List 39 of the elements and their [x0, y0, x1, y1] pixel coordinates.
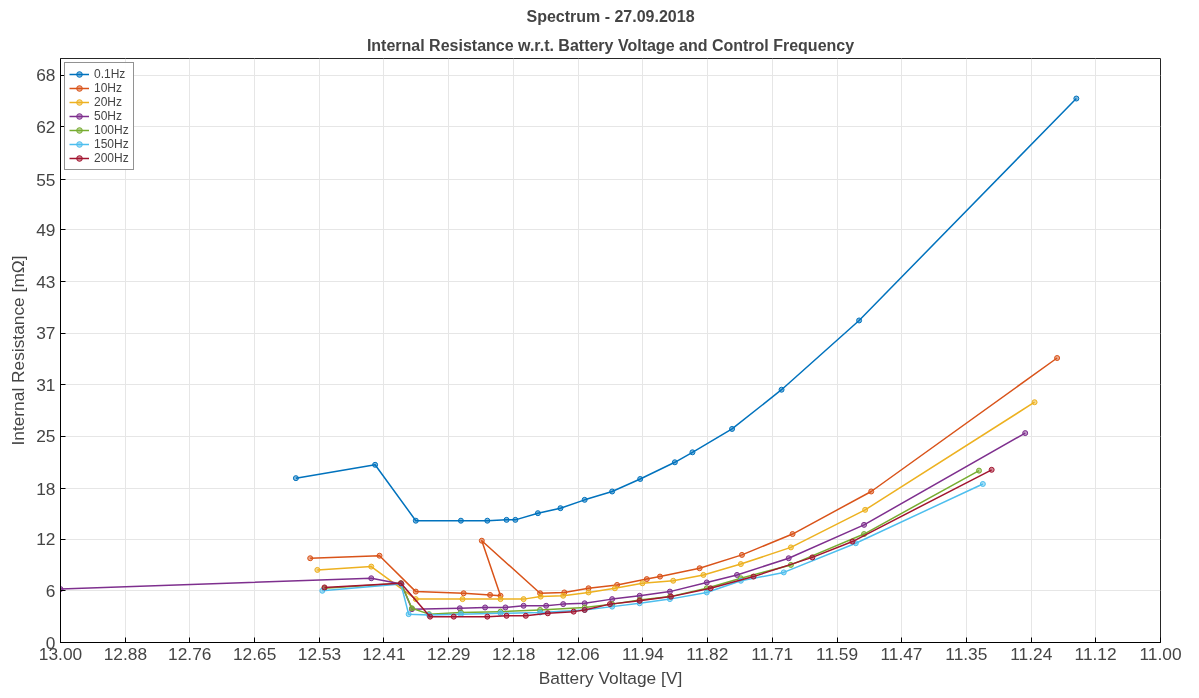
- x-tick-label: 12.88: [103, 643, 148, 664]
- x-tick-label: 11.59: [816, 643, 859, 664]
- y-tick-label: 6: [45, 580, 56, 601]
- y-axis-title: Internal Resistance [mΩ]: [8, 255, 29, 446]
- legend-label: 10Hz: [94, 81, 123, 95]
- x-tick-label: 11.00: [1139, 643, 1182, 664]
- legend-label: 200Hz: [94, 151, 129, 165]
- y-tick-label: 49: [36, 219, 56, 240]
- y-tick-label: 62: [36, 116, 56, 137]
- chart-subtitle: Internal Resistance w.r.t. Battery Voltage and Control Frequency: [366, 36, 855, 54]
- y-tick-label: 37: [36, 323, 56, 344]
- x-tick-label: 11.12: [1074, 643, 1117, 664]
- y-tick-label: 68: [36, 65, 56, 86]
- chart-title: Spectrum - 27.09.2018: [526, 7, 695, 25]
- x-tick-label: 12.18: [492, 643, 536, 664]
- legend-label: 0.1Hz: [94, 67, 126, 81]
- y-tick-label: 55: [36, 169, 56, 190]
- legend-label: 50Hz: [94, 109, 123, 123]
- x-tick-label: 11.24: [1010, 643, 1053, 664]
- x-axis-title: Battery Voltage [V]: [538, 667, 683, 688]
- legend-label: 20Hz: [94, 95, 123, 109]
- x-tick-label: 11.47: [880, 643, 923, 664]
- x-tick-label: 12.65: [232, 643, 277, 664]
- y-tick-label: 43: [36, 271, 56, 292]
- legend-label: 150Hz: [94, 137, 129, 151]
- y-tick-label: 18: [36, 478, 56, 499]
- x-tick-label: 11.35: [945, 643, 988, 664]
- x-tick-label: 12.76: [168, 643, 212, 664]
- y-tick-label: 12: [36, 529, 56, 550]
- y-tick-label: 25: [36, 426, 56, 447]
- x-tick-label: 12.06: [556, 643, 600, 664]
- x-tick-label: 12.41: [362, 643, 406, 664]
- x-tick-label: 11.71: [751, 643, 794, 664]
- x-tick-label: 12.29: [427, 643, 471, 664]
- x-tick-label: 11.94: [621, 643, 665, 664]
- legend-label: 100Hz: [94, 123, 129, 137]
- x-tick-label: 11.82: [686, 643, 729, 664]
- y-tick-label: 31: [36, 374, 56, 395]
- x-tick-label: 12.53: [297, 643, 342, 664]
